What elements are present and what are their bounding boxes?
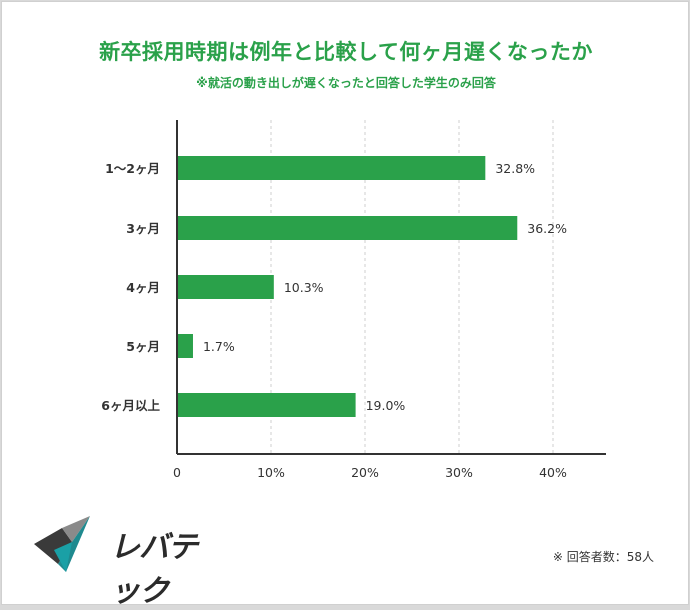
x-tick-label: 20% [351, 465, 379, 480]
category-label: 4ヶ月 [126, 280, 160, 295]
x-tick-label: 30% [445, 465, 473, 480]
category-label: 1〜2ヶ月 [105, 161, 160, 176]
bar [177, 275, 274, 299]
chart-title: 新卒採用時期は例年と比較して何ヶ月遅くなったか [99, 40, 593, 64]
bar [177, 393, 356, 417]
respondent-count-note: ※ 回答者数：58人 [552, 550, 654, 564]
brand-mark-icon [34, 516, 90, 572]
brand-logo: レバテック [32, 514, 222, 609]
bar-value-label: 36.2% [527, 221, 567, 236]
x-tick-label: 40% [539, 465, 567, 480]
x-tick-label: 10% [257, 465, 285, 480]
category-label: 6ヶ月以上 [101, 398, 160, 413]
category-label: 3ヶ月 [126, 221, 160, 236]
x-tick-label: 0 [173, 465, 181, 480]
category-label: 5ヶ月 [126, 339, 160, 354]
bar-value-label: 10.3% [284, 280, 324, 295]
bar [177, 156, 486, 180]
bar-value-label: 19.0% [366, 398, 406, 413]
bar-value-label: 32.8% [495, 161, 535, 176]
brand-name: レバテック [110, 530, 198, 609]
bar-value-label: 1.7% [203, 339, 235, 354]
chart-subtitle: ※就活の動き出しが遅くなったと回答した学生のみ回答 [196, 76, 496, 90]
bar [177, 216, 518, 240]
bar [177, 334, 193, 358]
